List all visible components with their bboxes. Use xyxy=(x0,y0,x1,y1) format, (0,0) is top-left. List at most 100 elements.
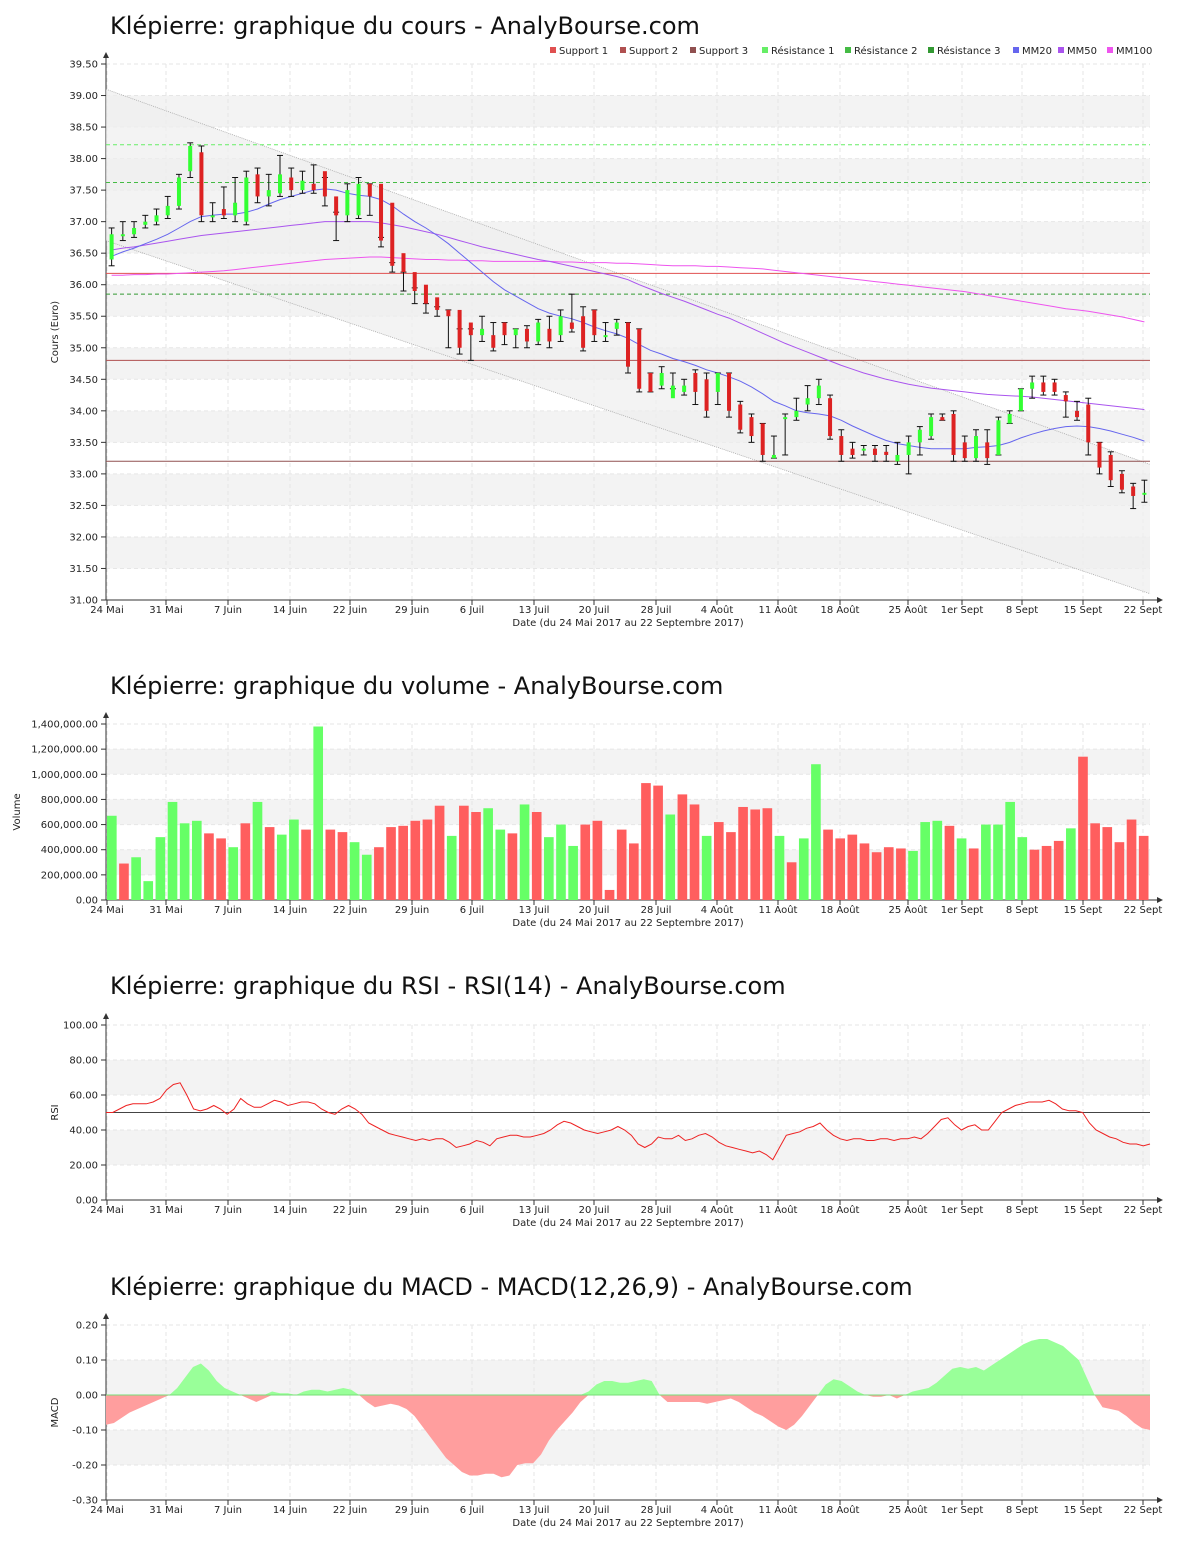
candle-body xyxy=(749,417,754,437)
candle-body xyxy=(132,227,137,235)
volume-bar xyxy=(374,847,384,900)
candle-body xyxy=(547,328,552,342)
volume-bar xyxy=(434,805,445,900)
candle-body xyxy=(199,152,204,216)
candle-body xyxy=(558,316,563,336)
candle-body xyxy=(435,297,440,310)
candle-body xyxy=(412,272,417,292)
x-tick-label: 20 Juil xyxy=(579,1205,610,1216)
y-tick-label: 34.50 xyxy=(69,375,98,386)
chart-title: Klépierre: graphique du cours - AnalyBou… xyxy=(110,12,700,40)
x-tick-label: 1er Sept xyxy=(941,605,984,616)
x-tick-label: 4 Août xyxy=(701,1204,734,1216)
candle-body xyxy=(850,448,855,455)
x-tick-label: 31 Mai xyxy=(149,905,182,916)
candle-body xyxy=(468,322,473,336)
volume-bar xyxy=(1078,756,1088,900)
candle-body xyxy=(176,177,181,206)
volume-bar xyxy=(604,889,615,900)
volume-bar xyxy=(349,842,360,900)
legend-swatch xyxy=(1013,47,1019,53)
x-tick-label: 28 Juil xyxy=(641,605,672,616)
volume-bar xyxy=(386,827,396,900)
x-tick-label: 14 Juin xyxy=(273,1205,307,1216)
x-tick-label: 28 Juil xyxy=(641,1505,672,1516)
x-tick-label: 20 Juil xyxy=(579,605,610,616)
candle-body xyxy=(1030,382,1035,389)
candle-body xyxy=(143,221,148,225)
y-axis-title: MACD xyxy=(50,1397,61,1427)
volume-bar xyxy=(1066,828,1076,900)
x-tick-label: 15 Sept xyxy=(1064,1505,1103,1516)
volume-bar xyxy=(616,829,627,900)
x-tick-label: 14 Juin xyxy=(273,1505,307,1516)
x-tick-label: 22 Sept xyxy=(1124,1205,1163,1216)
candle-body xyxy=(760,423,765,455)
y-tick-label: 80.00 xyxy=(69,1056,98,1067)
x-tick-label: 1er Sept xyxy=(941,1505,984,1516)
volume-bar xyxy=(531,812,542,900)
y-tick-label: -0.30 xyxy=(72,1496,98,1507)
volume-bar xyxy=(155,837,166,900)
candle-body xyxy=(884,451,889,455)
volume-bar xyxy=(216,838,226,900)
volume-bar xyxy=(119,863,129,900)
candle-body xyxy=(423,284,428,304)
candle-body xyxy=(390,202,395,266)
y-axis-arrow xyxy=(103,1313,109,1319)
volume-bar xyxy=(592,820,603,900)
legend-label: MM20 xyxy=(1022,46,1052,57)
volume-bar xyxy=(762,808,773,900)
legend-swatch xyxy=(762,47,768,53)
volume-bar xyxy=(883,847,894,900)
y-tick-label: 1,400,000.00 xyxy=(31,720,98,731)
macd-chart: Klépierre: graphique du MACD - MACD(12,2… xyxy=(50,1273,1163,1529)
x-tick-label: 22 Sept xyxy=(1124,905,1163,916)
y-tick-label: 38.50 xyxy=(69,123,98,134)
y-tick-label: 0.00 xyxy=(76,1391,98,1402)
y-tick-label: 600,000.00 xyxy=(41,820,98,831)
volume-bar xyxy=(471,812,481,900)
x-tick-label: 25 Août xyxy=(889,604,928,616)
candle-body xyxy=(244,177,249,222)
x-tick-label: 18 Août xyxy=(821,1204,860,1216)
y-tick-label: 32.00 xyxy=(69,532,98,543)
candle-body xyxy=(334,196,339,216)
x-tick-label: 11 Août xyxy=(759,1504,798,1516)
x-tick-label: 20 Juil xyxy=(579,1505,610,1516)
x-tick-label: 8 Sept xyxy=(1006,905,1038,916)
legend-swatch xyxy=(620,47,626,53)
y-tick-label: 0.00 xyxy=(76,1196,98,1207)
volume-bar xyxy=(1053,840,1064,900)
x-tick-label: 22 Juin xyxy=(333,1205,367,1216)
candle-body xyxy=(311,183,316,191)
mm50-line xyxy=(111,221,1145,411)
volume-bar xyxy=(240,823,251,900)
candle-body xyxy=(805,398,810,405)
mm100-line xyxy=(111,256,1145,323)
macd-positive-area xyxy=(106,1339,1150,1395)
volume-bar xyxy=(289,819,299,900)
volume-bar xyxy=(519,804,530,900)
candle-body xyxy=(1007,413,1012,424)
grid-band xyxy=(106,1060,1150,1095)
y-tick-label: 400,000.00 xyxy=(41,845,98,856)
x-tick-label: 15 Sept xyxy=(1064,905,1103,916)
x-tick-label: 13 Juil xyxy=(519,1205,550,1216)
candle-body xyxy=(1131,486,1136,496)
candle-body xyxy=(322,171,327,197)
candle-body xyxy=(524,328,529,342)
legend-label: Résistance 1 xyxy=(771,45,834,57)
x-tick-label: 22 Sept xyxy=(1124,605,1163,616)
volume-bar xyxy=(1090,823,1100,900)
volume-bar xyxy=(956,838,967,900)
y-tick-label: 33.00 xyxy=(69,469,98,480)
legend-label: Support 3 xyxy=(699,46,748,57)
x-tick-label: 4 Août xyxy=(701,904,734,916)
candle-body xyxy=(704,379,709,411)
legend-swatch xyxy=(1107,47,1113,53)
x-tick-label: 29 Juin xyxy=(395,1505,429,1516)
x-tick-label: 14 Juin xyxy=(273,905,307,916)
y-tick-label: 60.00 xyxy=(69,1091,98,1102)
x-tick-label: 6 Juil xyxy=(460,1205,484,1216)
